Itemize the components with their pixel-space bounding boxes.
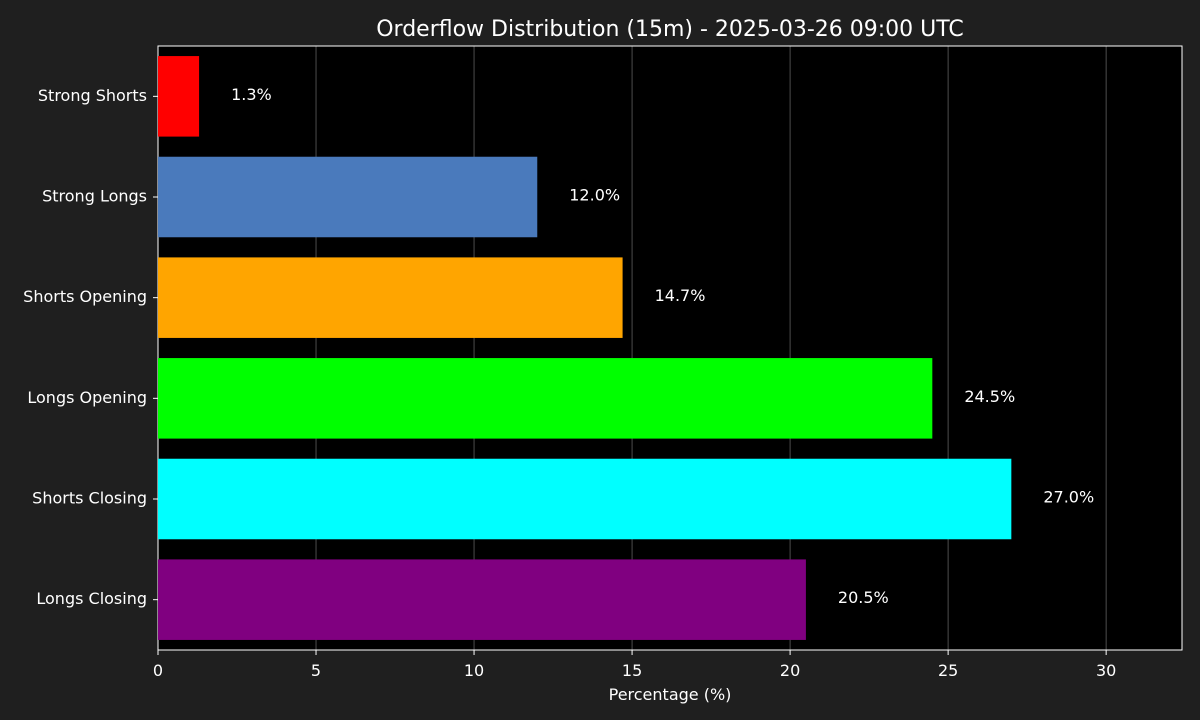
bar [158,358,933,439]
x-tick-label: 25 [938,661,958,680]
y-tick-label: Longs Opening [27,388,147,407]
data-label: 1.3% [231,85,272,104]
x-tick-label: 5 [311,661,321,680]
x-tick-label: 30 [1096,661,1116,680]
chart-title: Orderflow Distribution (15m) - 2025-03-2… [376,17,964,42]
x-tick-label: 0 [153,661,163,680]
bar [158,559,806,640]
y-tick-label: Shorts Opening [23,287,147,306]
bar [158,257,623,338]
data-label: 14.7% [655,286,706,305]
data-label: 20.5% [838,588,889,607]
x-tick-label: 10 [464,661,484,680]
plot-area [157,45,1183,651]
y-tick-label: Longs Closing [36,589,147,608]
bar [158,156,538,238]
bars [158,56,1012,640]
y-tick-label: Shorts Closing [32,489,147,508]
x-tick-label: 20 [780,661,800,680]
bar [158,458,1012,540]
data-label: 24.5% [964,387,1015,406]
grid-lines [157,46,1107,650]
data-label: 12.0% [569,186,620,205]
y-tick-label: Strong Shorts [38,86,147,105]
y-axis: Strong Shorts Strong Longs Shorts Opening L… [23,86,158,608]
data-label: 27.0% [1043,488,1094,507]
data-labels: 1.3% 12.0% 14.7% 24.5% 27.0% 20.5% [231,85,1094,607]
y-tick-label: Strong Longs [42,187,147,206]
bar [158,56,200,137]
x-axis-label: Percentage (%) [609,685,732,704]
x-tick-label: 15 [622,661,642,680]
x-axis: 0 5 10 15 20 25 30 [153,650,1116,680]
